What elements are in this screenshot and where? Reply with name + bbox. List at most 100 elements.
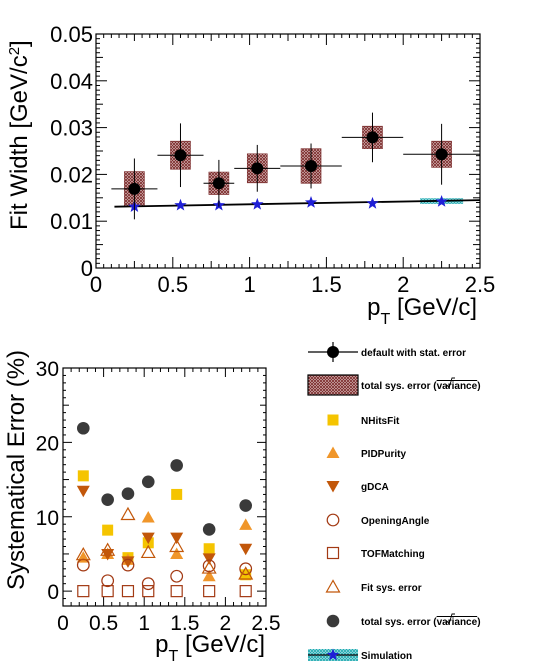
point-tofmatching	[77, 585, 90, 598]
point-total-sys-error	[141, 475, 155, 489]
legend-marker-pid	[326, 446, 340, 458]
top-x-tick-label: 2.5	[465, 272, 496, 297]
bottom-x-axis-title-sub: T	[169, 648, 179, 665]
point-tofmatching	[239, 585, 252, 598]
point-nhitsfit	[171, 488, 183, 500]
default-point	[305, 159, 318, 172]
top-x-axis-title-sub: T	[381, 311, 391, 328]
legend-radical-sign	[446, 377, 455, 390]
legend-label-sysbox: total sys. error (variance)	[361, 381, 481, 392]
point-gdca	[121, 556, 135, 568]
point-gdca	[76, 485, 90, 498]
bottom-y-tick-label: 10	[36, 507, 59, 530]
legend-marker-nhits	[327, 414, 339, 426]
point-pidpurity	[202, 569, 216, 582]
simulation-point	[435, 195, 448, 207]
point-fit-sys-error	[100, 542, 116, 556]
point-tofmatching	[203, 585, 216, 598]
point-nhitsfit	[203, 543, 215, 555]
top-y-tick-label: 0.05	[50, 22, 93, 47]
default-point	[251, 162, 264, 175]
default-point	[128, 182, 141, 195]
top-y-axis-title: Fit Width [GeV/c2]	[6, 40, 34, 230]
bottom-x-tick-label: 0	[57, 612, 69, 635]
point-gdca	[141, 532, 155, 545]
point-tofmatching	[142, 585, 155, 598]
legend-marker-gdca	[326, 481, 340, 493]
legend-entry-gdca: gDCA	[326, 481, 389, 493]
point-tofmatching	[121, 585, 135, 598]
top-y-tick-label: 0.04	[50, 69, 93, 94]
legend-label-gdca: gDCA	[361, 482, 389, 493]
default-series	[111, 112, 480, 220]
top-y-axis-title-sup: 2	[6, 47, 23, 55]
bottom-tick-labels: 0 0.5 1 1.5 2 2.5 0 10 20 30	[36, 358, 281, 635]
point-nhitsfit	[102, 524, 114, 536]
legend: default with stat. error total sys. error…	[307, 342, 481, 662]
legend-marker-total	[326, 614, 340, 628]
point-nhitsfit	[77, 470, 89, 482]
top-y-tick-label: 0.02	[50, 162, 93, 187]
bottom-x-axis-title: pT [GeV/c]	[155, 631, 265, 665]
legend-radical-sign	[446, 613, 455, 626]
point-gdca	[202, 553, 216, 565]
bottom-axis-ticks	[62, 367, 267, 607]
point-fit-sys-error	[201, 560, 217, 574]
point-pidpurity	[141, 510, 155, 523]
simulation-line	[114, 199, 481, 208]
point-tofmatching	[101, 585, 114, 598]
systematic-error-panel: 0 0.5 1 1.5 2 2.5 0 10 20 30 Systematical Error (…	[3, 350, 281, 665]
bottom-x-tick-label: 0.5	[89, 612, 118, 635]
point-openingangle	[141, 577, 155, 591]
point-total-sys-error	[170, 459, 183, 472]
point-tofmatching	[170, 585, 183, 598]
legend-simulation-marker	[326, 648, 340, 661]
legend-entry-fit: Fit sys. error	[325, 579, 422, 594]
point-openingangle	[170, 569, 184, 583]
legend-entry-tof: TOFMatching	[326, 546, 425, 560]
default-point	[174, 149, 187, 162]
legend-label-default: default with stat. error	[361, 348, 466, 359]
point-openingangle	[239, 562, 253, 576]
bottom-y-axis-title: Systematical Error (%)	[3, 350, 30, 590]
top-y-tick-label: 0.03	[50, 116, 93, 141]
legend-marker-tof	[326, 546, 340, 560]
top-x-axis-title: pT [GeV/c]	[367, 294, 477, 328]
bottom-x-tick-label: 1.5	[170, 612, 199, 635]
fit-width-panel: 0 0.5 1 1.5 2 2.5 0 0.01 0.02 0.03 0.04 0.05 Fit Wi…	[6, 22, 496, 328]
top-x-tick-label: 0	[90, 272, 102, 297]
legend-label-total: total sys. error (variance)	[361, 617, 481, 628]
point-openingangle	[202, 559, 216, 573]
legend-entry-open: OpeningAngle	[326, 513, 430, 527]
point-fit-sys-error	[169, 538, 185, 553]
bottom-plot-frame	[62, 367, 267, 607]
top-x-tick-label: 1.5	[311, 272, 342, 297]
bottom-x-tick-label: 2	[220, 612, 232, 635]
top-x-tick-label: 0.5	[158, 272, 189, 297]
point-fit-sys-error	[238, 566, 254, 580]
point-total-sys-error	[202, 523, 216, 536]
legend-label-fit: Fit sys. error	[361, 583, 422, 594]
top-y-tick-label: 0.01	[50, 209, 93, 234]
legend-marker-open	[326, 513, 340, 527]
legend-entry-sim: Simulation	[308, 648, 412, 662]
simulation-point	[251, 197, 264, 210]
legend-marker-fit	[325, 579, 341, 593]
legend-label-nhits: NHitsFit	[361, 416, 400, 427]
bottom-x-tick-label: 2.5	[251, 612, 280, 635]
point-openingangle	[101, 574, 115, 588]
legend-sys-box	[307, 374, 359, 396]
bottom-y-tick-label: 0	[47, 581, 59, 604]
default-point	[212, 177, 225, 190]
top-y-tick-label: 0	[81, 256, 93, 281]
top-plot-frame	[95, 33, 481, 269]
legend-label-open: OpeningAngle	[361, 516, 430, 527]
legend-entry-total: total sys. error (variance)	[326, 614, 481, 628]
systematic-error-points	[75, 421, 254, 598]
point-gdca	[239, 543, 253, 556]
simulation-point	[304, 196, 318, 208]
legend-marker-default	[327, 346, 339, 358]
top-x-tick-label: 1	[243, 272, 255, 297]
legend-entry-default: default with stat. error	[308, 342, 466, 362]
simulation-series	[114, 195, 481, 212]
